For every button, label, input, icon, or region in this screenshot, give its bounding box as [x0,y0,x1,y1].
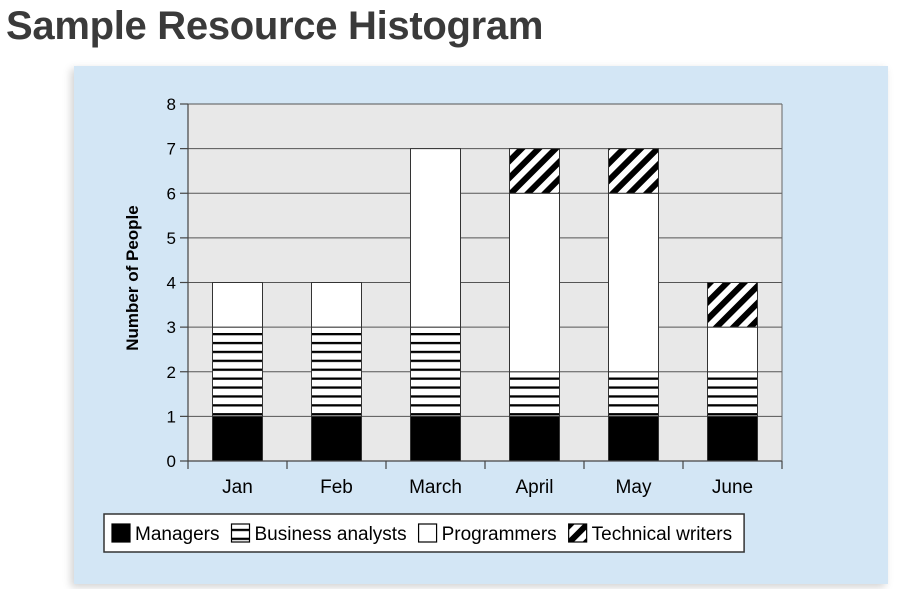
legend: Managers Business analysts Programmers Tech… [103,513,745,553]
legend-label-technical-writers: Technical writers [592,524,732,545]
bar-programmers-april [509,192,560,373]
bar-programmers-june [707,326,758,373]
bar-managers-feb [311,415,362,462]
bar-managers-june [707,415,758,462]
bars [212,148,758,462]
y-tick-label: 8 [167,95,176,114]
bar-programmers-feb [311,282,362,328]
x-tick-label: June [712,477,753,498]
bar-managers-jan [212,415,263,462]
y-axis-label: Number of People [123,205,142,350]
bar-technical-writers-april [509,148,560,194]
y-tick-label: 3 [167,318,176,337]
bar-business-analysts-jan [212,326,263,417]
y-tick-label: 0 [167,452,176,471]
legend-label-programmers: Programmers [442,524,557,545]
y-tick-label: 4 [167,274,176,293]
y-tick-label: 7 [167,140,176,159]
x-tick-label: Jan [222,477,253,498]
legend-label-managers: Managers [135,524,220,545]
bar-business-analysts-april [509,371,560,417]
bar-technical-writers-may [608,148,659,194]
gridlines [188,103,782,417]
legend-swatch-programmers [417,523,438,543]
y-tick-label: 5 [167,229,176,248]
x-tick-label: Feb [320,477,353,498]
bar-business-analysts-june [707,371,758,417]
y-tick-label: 2 [167,363,176,382]
bar-business-analysts-march [410,326,461,417]
x-tick-label: May [616,477,652,498]
bar-managers-april [509,415,560,462]
bar-programmers-march [410,148,461,328]
x-tick-label: April [515,477,553,498]
bar-business-analysts-may [608,371,659,417]
bar-technical-writers-june [707,282,758,328]
y-tick-label: 1 [167,407,176,426]
axes: 0 1 2 3 4 5 6 7 8 Jan Feb March April May June [167,95,783,498]
bar-programmers-may [608,192,659,373]
x-tick-label: March [409,477,462,498]
bar-business-analysts-feb [311,326,362,417]
legend-label-business-analysts: Business analysts [255,524,407,545]
legend-swatch-managers [111,523,131,543]
bar-programmers-jan [212,282,263,328]
y-tick-label: 6 [167,184,176,203]
bar-managers-march [410,415,461,462]
chart-panel: 0 1 2 3 4 5 6 7 8 Jan Feb March April May June Number … [74,66,888,584]
bar-managers-may [608,415,659,462]
legend-swatch-business-analysts [230,523,251,543]
legend-swatch-technical-writers [568,523,588,543]
stacked-bar-chart: 0 1 2 3 4 5 6 7 8 Jan Feb March April May June Number … [103,95,783,553]
page-title: Sample Resource Histogram [6,4,544,48]
